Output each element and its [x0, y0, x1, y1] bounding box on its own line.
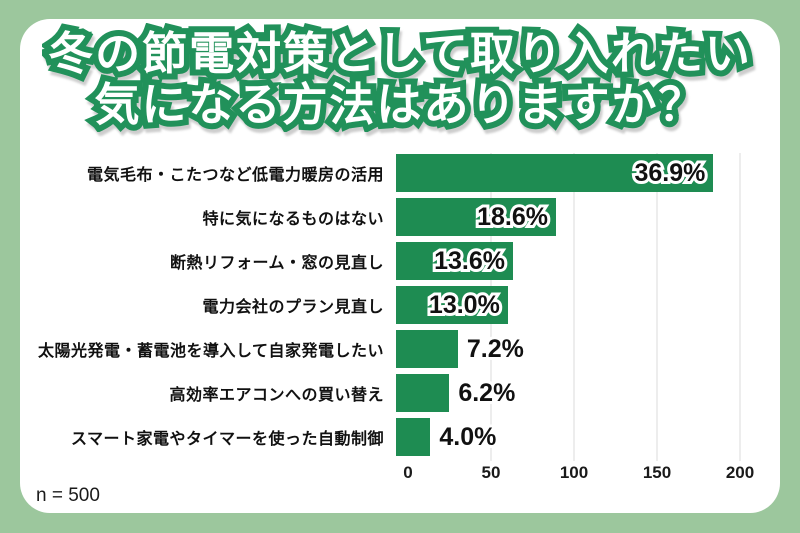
value-label: 36.9%: [631, 156, 708, 190]
bar-chart: 電気毛布・こたつなど低電力暖房の活用 36.9% 特に気になるものはない 18.6% 断…: [20, 151, 780, 487]
value-label: 4.0%: [436, 420, 499, 454]
bar-track: 7.2%: [396, 330, 740, 368]
x-tick-150: 150: [642, 463, 672, 482]
chart-title-line1: 冬の節電対策として取り入れたい: [42, 22, 756, 85]
bar: [396, 198, 556, 236]
sample-size: n = 500: [36, 485, 100, 506]
bar-track: 36.9%: [396, 154, 740, 192]
bar-track: 6.2%: [396, 374, 740, 412]
bar: [396, 330, 458, 368]
bar-row: 電気毛布・こたつなど低電力暖房の活用 36.9%: [20, 151, 780, 195]
gridline-150: [656, 153, 658, 461]
category-label: 断熱リフォーム・窓の見直し: [169, 255, 384, 272]
x-tick-100: 100: [559, 463, 589, 482]
value-label: 18.6%: [474, 200, 551, 234]
bar: [396, 286, 508, 324]
value-label: 6.2%: [455, 376, 518, 410]
bar-track: 13.6%: [396, 242, 740, 280]
value-label: 13.6%: [431, 244, 508, 278]
survey-card: 冬の節電対策として取り入れたい 気になる方法はありますか？ 電気毛布・こたつなど低…: [20, 19, 780, 513]
value-label: 7.2%: [464, 332, 527, 366]
bar-track: 13.0%: [396, 286, 740, 324]
bar-row: 電力会社のプラン見直し 13.0%: [20, 283, 780, 327]
bar-row: スマート家電やタイマーを使った自動制御 4.0%: [20, 415, 780, 459]
bar-rows: 電気毛布・こたつなど低電力暖房の活用 36.9% 特に気になるものはない 18.6% 断…: [20, 151, 780, 459]
bar-row: 断熱リフォーム・窓の見直し 13.6%: [20, 239, 780, 283]
bar: [396, 242, 513, 280]
x-axis: 0 50 100 150 200: [403, 463, 754, 487]
bar: [396, 418, 431, 456]
gridline-200: [739, 153, 741, 461]
bar: [396, 374, 450, 412]
bar-row: 高効率エアコンへの買い替え 6.2%: [20, 371, 780, 415]
bar-track: 4.0%: [396, 418, 740, 456]
category-label: 高効率エアコンへの買い替え: [169, 387, 384, 404]
category-label: 太陽光発電・蓄電池を導入して自家発電したい: [37, 343, 384, 360]
bar-row: 特に気になるものはない 18.6%: [20, 195, 780, 239]
x-tick-200: 200: [725, 463, 755, 482]
category-label: 電力会社のプラン見直し: [202, 299, 384, 316]
bar: [396, 154, 714, 192]
x-tick-0: 0: [403, 463, 413, 482]
x-tick-50: 50: [481, 463, 501, 482]
bar-row: 太陽光発電・蓄電池を導入して自家発電したい 7.2%: [20, 327, 780, 371]
category-label: スマート家電やタイマーを使った自動制御: [70, 431, 384, 448]
bar-track: 18.6%: [396, 198, 740, 236]
value-label: 13.0%: [426, 288, 503, 322]
category-label: 特に気になるものはない: [202, 211, 384, 228]
gridline-100: [573, 153, 575, 461]
category-label: 電気毛布・こたつなど低電力暖房の活用: [86, 167, 384, 184]
chart-title: 冬の節電対策として取り入れたい 気になる方法はありますか？: [20, 22, 780, 136]
chart-title-line2: 気になる方法はありますか？: [88, 73, 709, 136]
